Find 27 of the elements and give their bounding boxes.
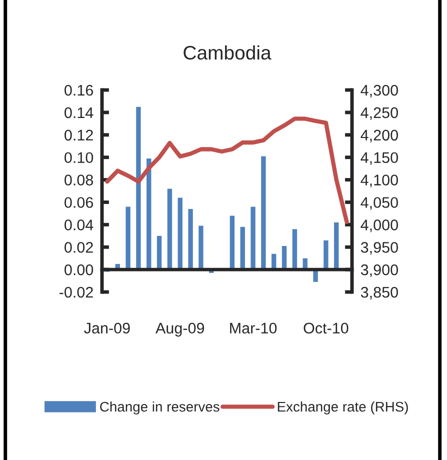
legend-label: Exchange rate (RHS) bbox=[278, 401, 408, 414]
y-tick-label: 0.02 bbox=[64, 242, 93, 253]
x-tick-label: Mar-10 bbox=[230, 322, 277, 334]
y2-tick-label: 4,300 bbox=[360, 84, 398, 98]
y-tick-label: 0.04 bbox=[64, 220, 94, 230]
legend-label: Change in reserves bbox=[100, 401, 220, 414]
y-tick-label: -0.02 bbox=[60, 286, 93, 298]
y2-tick-label: 4,250 bbox=[360, 107, 398, 120]
y2-tick-label: 4,200 bbox=[360, 130, 398, 142]
y-tick-label: 0.12 bbox=[64, 130, 93, 141]
y2-tick-label: 3,900 bbox=[360, 264, 398, 278]
x-tick-label: Jan-09 bbox=[84, 322, 130, 334]
y-tick-label: 0.00 bbox=[64, 264, 94, 276]
y-tick-label: 0.16 bbox=[64, 84, 93, 96]
y2-tick-label: 4,050 bbox=[360, 197, 398, 210]
y2-tick-label: 4,150 bbox=[360, 152, 398, 165]
chart-title: Cambodia bbox=[184, 45, 272, 60]
y-tick-label: 0.14 bbox=[64, 107, 94, 118]
y2-tick-label: 3,950 bbox=[360, 242, 398, 255]
y-tick-label: 0.08 bbox=[64, 174, 94, 186]
y-tick-label: 0.06 bbox=[64, 197, 93, 208]
x-tick-label: Oct-10 bbox=[304, 322, 348, 334]
y-tick-label: 0.10 bbox=[64, 152, 94, 164]
y2-tick-label: 3,850 bbox=[360, 286, 398, 300]
x-tick-label: Aug-09 bbox=[156, 322, 204, 337]
y2-tick-label: 4,000 bbox=[360, 220, 398, 232]
y2-tick-label: 4,100 bbox=[360, 174, 398, 188]
